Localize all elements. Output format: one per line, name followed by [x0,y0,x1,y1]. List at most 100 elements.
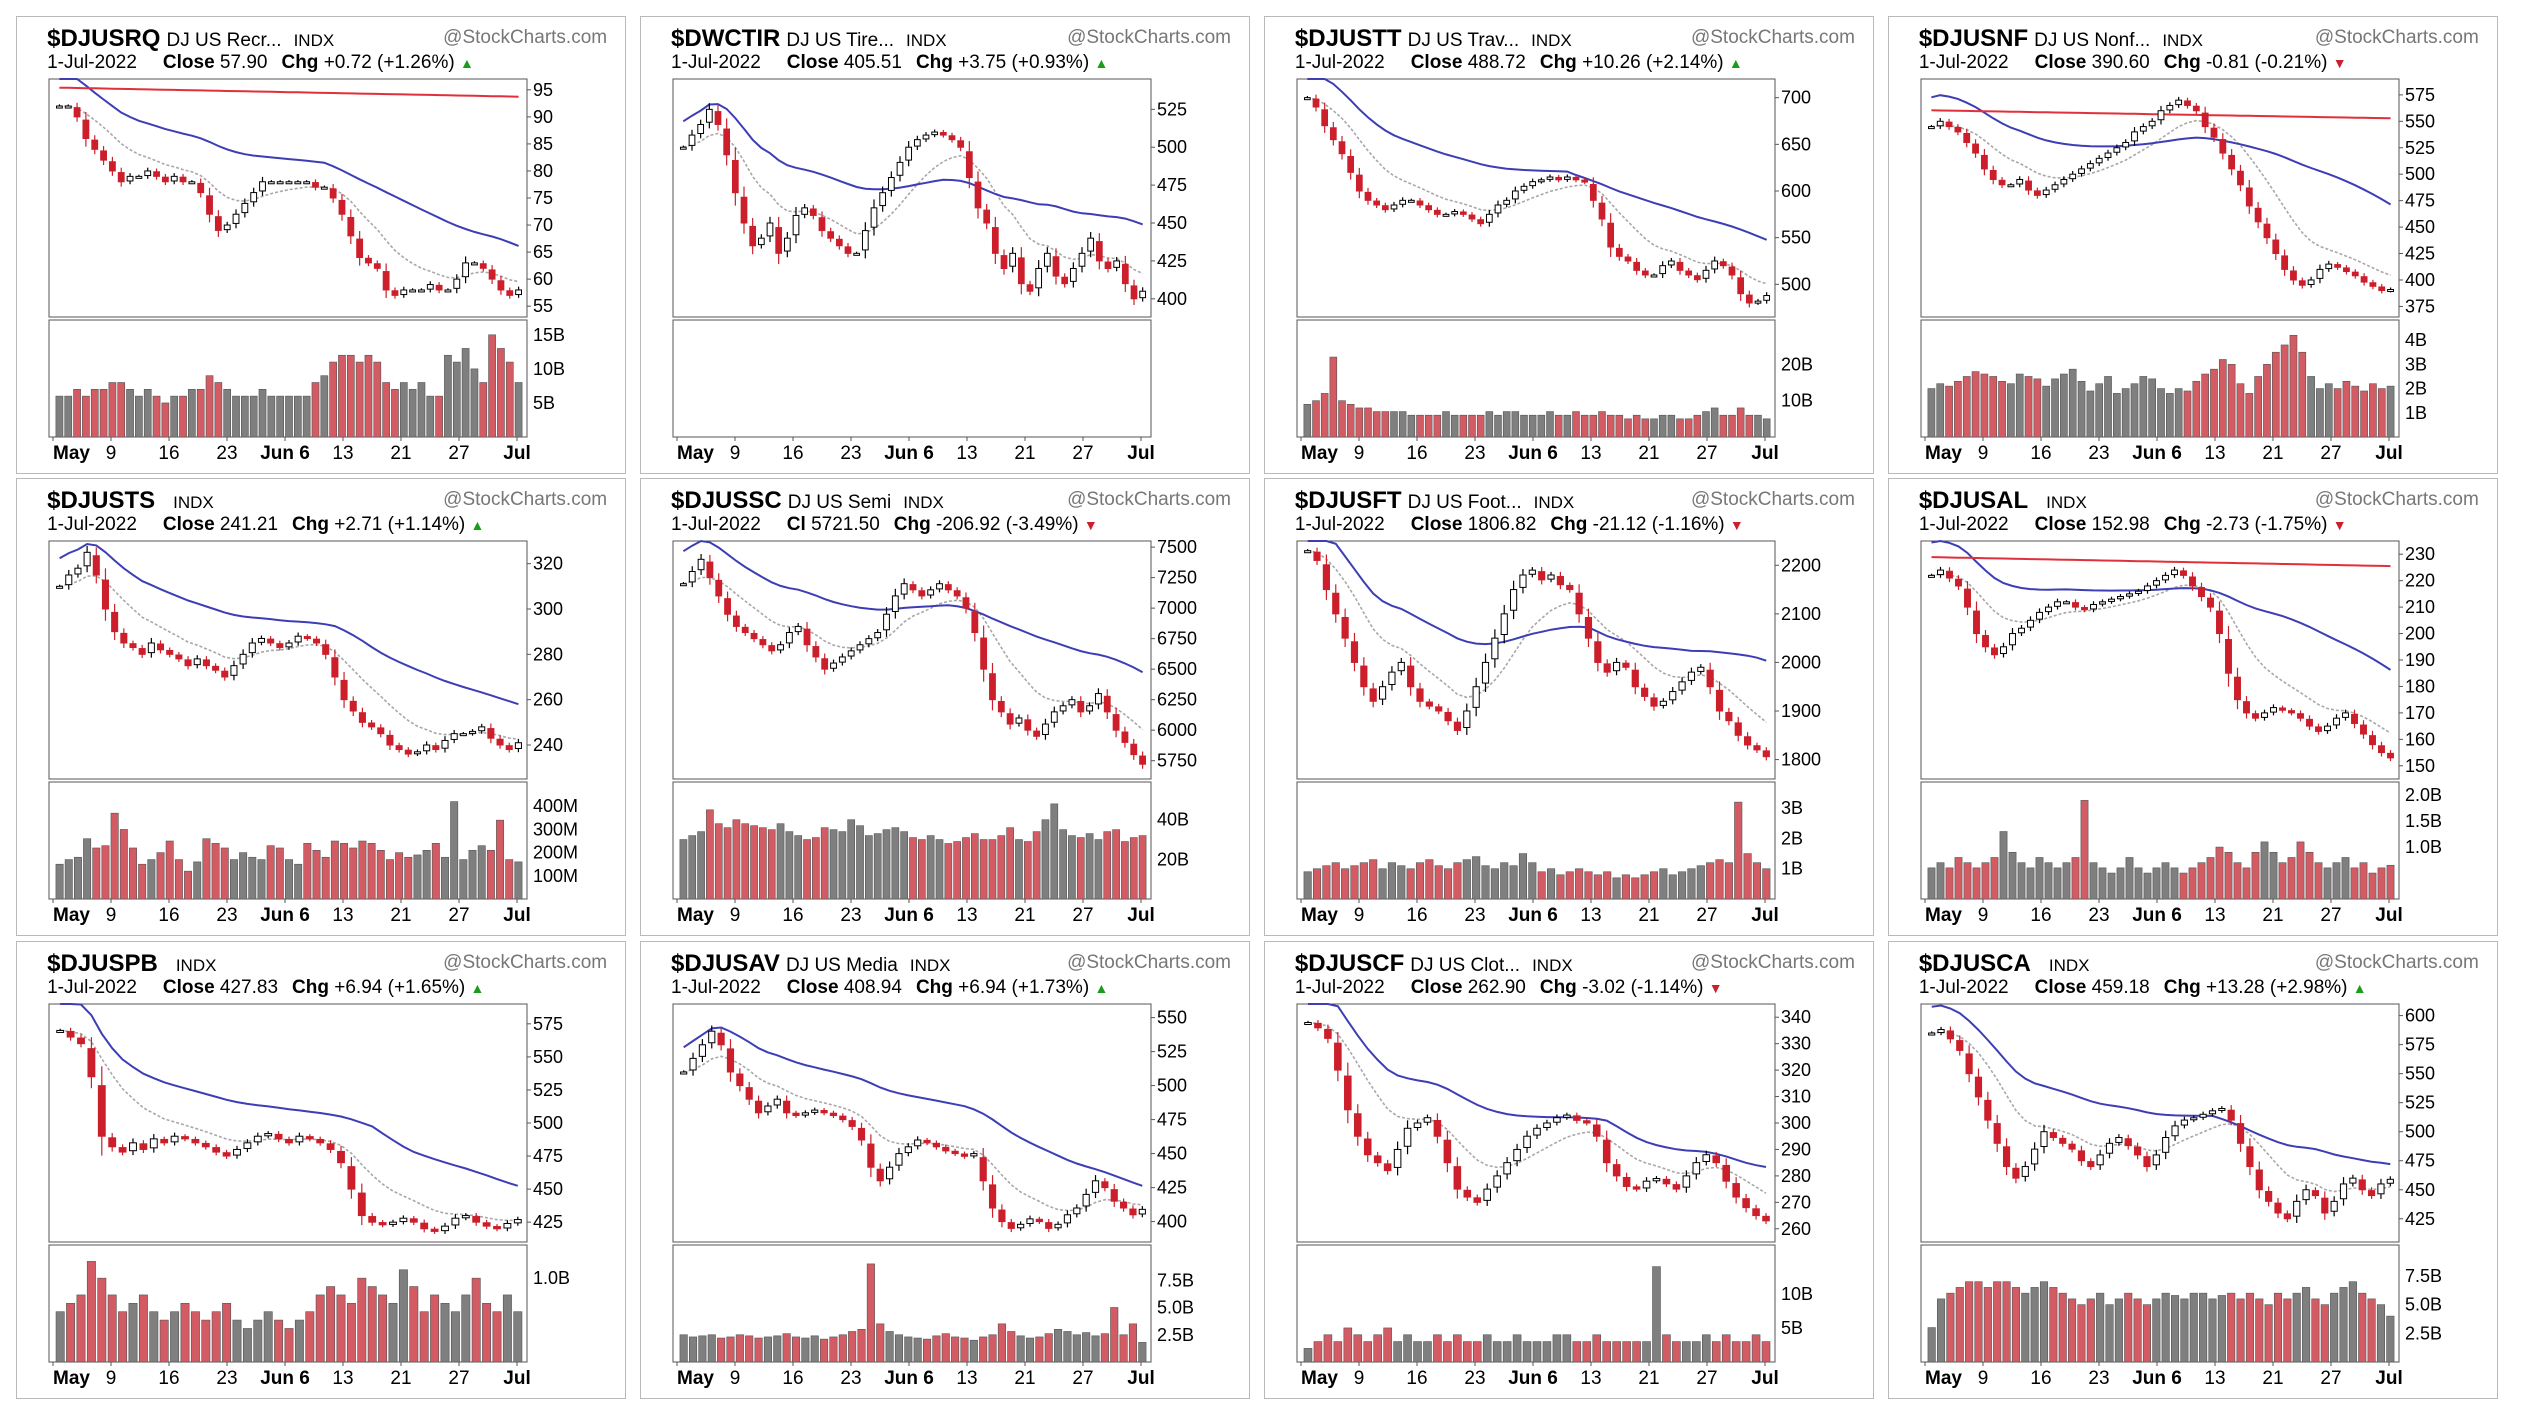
price-tick-label: 425 [2405,1208,2435,1228]
candle [386,730,394,751]
candle-body [2367,1189,2376,1196]
candle [1572,1112,1581,1124]
candle [2086,160,2094,172]
price-tick-label: 160 [2405,730,2435,750]
candle-body [2143,1155,2151,1167]
volume-bar [2236,383,2245,438]
candle [56,104,63,109]
candle [838,653,846,666]
candle-body [876,1168,884,1181]
candle [2255,1160,2263,1198]
ma50-line [682,540,1144,674]
candle-body [2060,179,2068,185]
candle-body [391,290,399,296]
close-value: 459.18 [2091,976,2150,998]
volume-bar [1556,874,1565,900]
price-tick-label: 95 [533,80,553,100]
x-tick-label: 23 [840,1368,861,1389]
candle-body [1719,261,1727,267]
candle [2314,723,2322,735]
close-value: 405.51 [843,52,902,74]
volume-bar [1502,1340,1512,1362]
x-tick-label: May [53,1368,90,1389]
x-tick-label: May [1301,443,1338,464]
volume-bar [1512,1333,1522,1362]
volume-bar [73,389,82,438]
volume-bar [1364,407,1372,438]
candle [2334,262,2341,270]
close-value: 408.94 [843,976,902,998]
candle [157,640,165,654]
volume-bar [382,382,391,438]
volume-bar [791,1336,801,1362]
volume-bar [1442,411,1450,438]
candle-body [1453,1165,1462,1190]
volume-bar [1754,414,1762,438]
candle-body [77,1037,86,1044]
exchange-label: INDX [175,955,217,975]
price-tick-label: 425 [2405,244,2435,264]
candle [1762,747,1770,761]
volume-tick-label: 5B [1781,1317,1803,1337]
change-value: -206.92 (-3.49%) [935,514,1079,536]
candle-body [1981,635,1989,648]
candle [2130,127,2138,146]
candle-body [1980,155,1988,170]
candle-body [248,642,256,654]
price-tick-label: 7500 [1157,537,1197,557]
candle-body [441,1225,450,1231]
candle-body [2049,1131,2057,1138]
ticker-symbol: $DJUSFT [1294,487,1402,515]
price-tick-label: 320 [1781,1060,1811,1080]
volume-bar [248,857,257,900]
price-tick-label: 300 [533,599,563,619]
candle [697,554,705,576]
candle [83,546,91,573]
x-tick-label: 13 [1580,1368,1601,1389]
candle-body [1607,222,1614,248]
volume-bar [706,809,714,900]
x-tick-label: Jun 6 [2132,905,2182,926]
candle [1672,1180,1681,1192]
candle [705,103,713,129]
volume-pane-frame [672,319,1152,438]
candle [2008,628,2016,651]
x-tick-label: 16 [782,905,803,926]
candle [2179,567,2187,579]
candle [1373,1151,1382,1167]
candle [2060,176,2068,188]
volume-bar [1443,868,1453,900]
volume-bar [882,829,891,900]
volume-bar [1528,414,1537,438]
candle-body [1312,98,1320,108]
candle-body [2134,591,2142,595]
candle [1493,1169,1501,1193]
chart-plot: 2302202102001901801701601502.0B1.5B1.0B5… [1920,540,2442,926]
ma50-line [1307,540,1767,662]
candle-body [773,1098,781,1105]
volume-bar [767,829,776,900]
candle [276,640,284,651]
x-tick-label: May [1301,1368,1338,1389]
candle-body [285,1138,294,1143]
price-tick-label: 650 [1781,134,1811,154]
volume-bar [1572,1340,1582,1362]
candle [1130,739,1138,761]
x-tick-label: 13 [956,905,977,926]
volume-bar [1624,418,1632,438]
x-tick-label: 27 [2320,905,2341,926]
candle-body [144,170,152,177]
candle [313,636,321,647]
volume-bar [1552,1333,1562,1362]
candle [97,1065,106,1156]
volume-bar [2053,867,2062,900]
candle [1007,1218,1015,1232]
volume-bar [143,389,152,438]
candle [1416,198,1424,209]
price-tick-label: 90 [533,107,553,127]
candle-body [736,1073,744,1086]
volume-bar [1751,1333,1761,1362]
x-tick-label: 23 [1464,1368,1485,1389]
candle [1722,1157,1730,1188]
